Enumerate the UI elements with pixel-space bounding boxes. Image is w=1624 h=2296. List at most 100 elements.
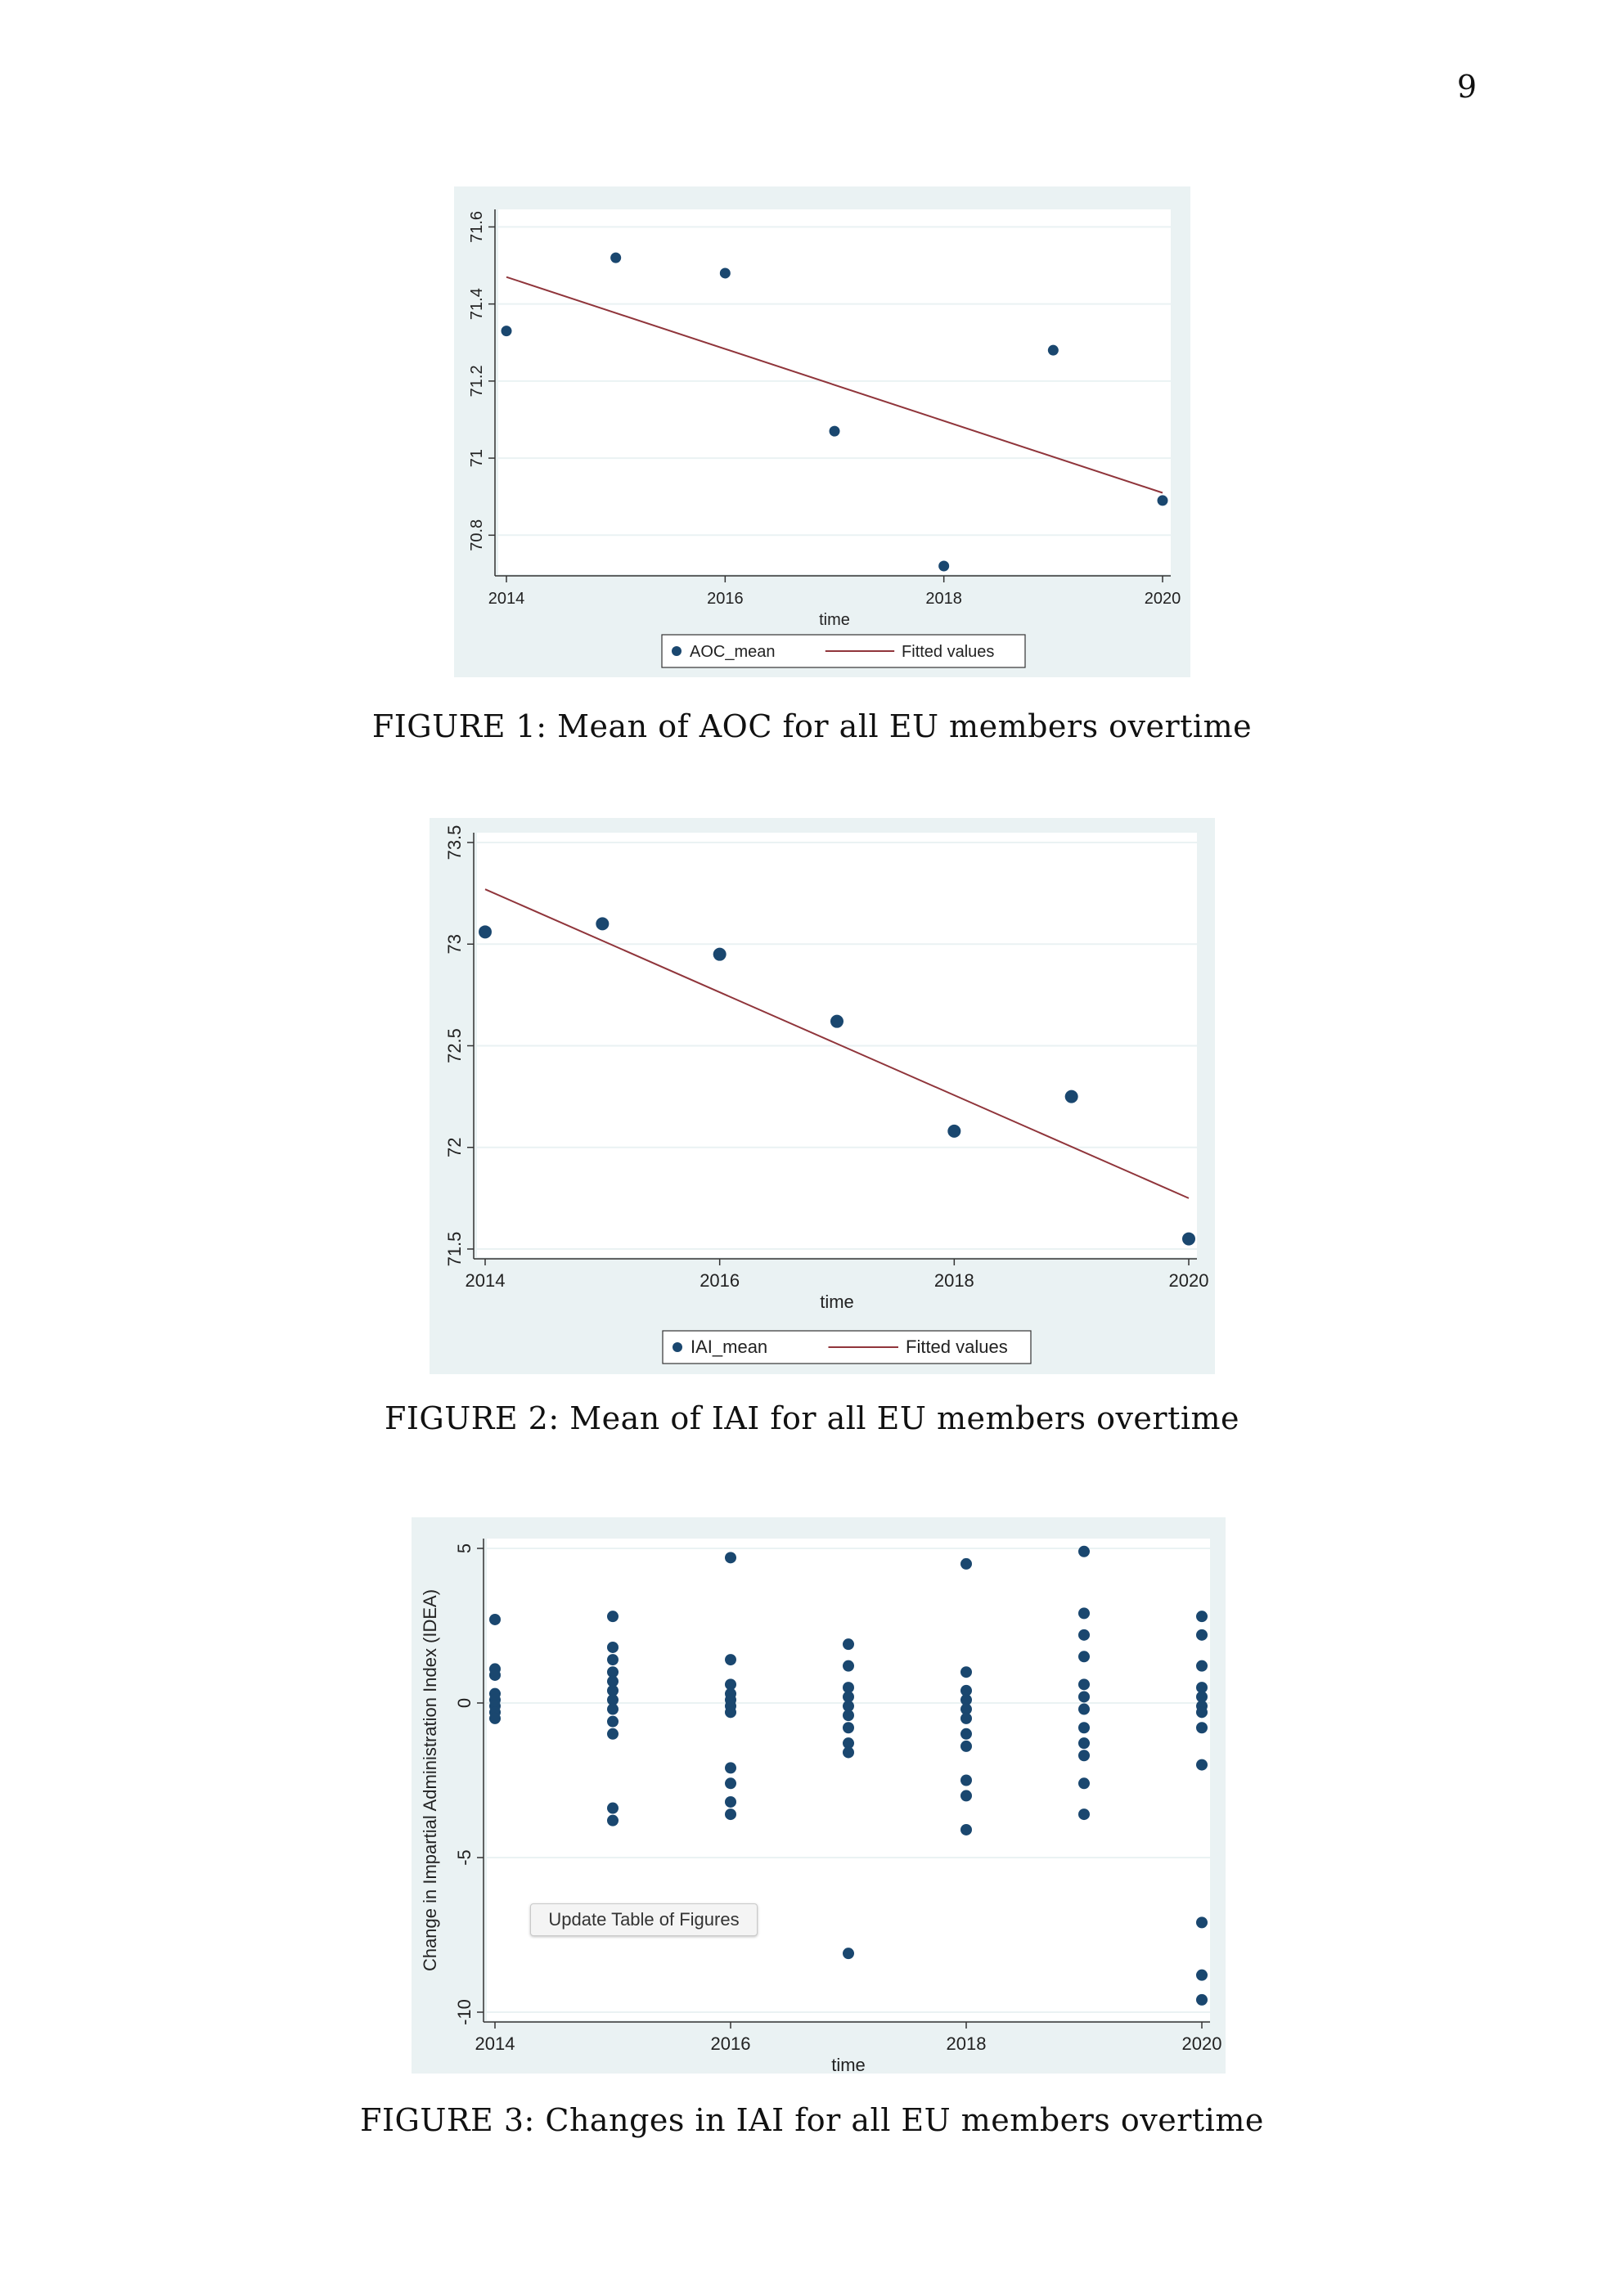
fitted-line xyxy=(506,276,1163,494)
legend-label: AOC_mean xyxy=(690,643,776,661)
data-point xyxy=(1064,1090,1078,1103)
legend-marker xyxy=(673,1342,682,1352)
data-point xyxy=(960,1684,972,1696)
data-point xyxy=(960,1823,972,1835)
y-tick-label: 72.5 xyxy=(444,1028,465,1063)
page-number: 9 xyxy=(1456,69,1477,105)
iai-mean-scatter: 71.5 72 72.5 73 73.5 2014 2016 2018 2020 time IAI_… xyxy=(430,818,1215,1374)
data-point xyxy=(1078,1808,1090,1821)
data-point xyxy=(719,267,731,279)
data-point xyxy=(1196,1706,1208,1719)
data-point xyxy=(843,1700,854,1712)
data-point xyxy=(1078,1750,1090,1762)
data-point xyxy=(725,1808,736,1821)
y-tick-label: 70.8 xyxy=(468,519,486,551)
data-point xyxy=(607,1654,619,1666)
data-point xyxy=(607,1814,619,1826)
y-axis-title: Change in Impartial Administration Index… xyxy=(420,1589,440,1971)
plot-region xyxy=(498,209,1171,574)
data-point xyxy=(713,947,727,961)
data-point xyxy=(610,252,622,263)
data-point xyxy=(843,1710,854,1722)
data-point xyxy=(607,1728,619,1740)
data-point xyxy=(607,1715,619,1728)
update-table-of-figures-button[interactable]: Update Table of Figures xyxy=(530,1903,758,1936)
data-point xyxy=(479,925,492,939)
x-axis-title: time xyxy=(820,1292,854,1312)
x-tick-label: 2014 xyxy=(475,2033,515,2054)
data-point xyxy=(1078,1629,1090,1641)
data-point xyxy=(947,1124,961,1138)
x-tick-label: 2020 xyxy=(1182,2033,1222,2054)
x-tick-label: 2018 xyxy=(947,2033,987,2054)
data-point xyxy=(843,1638,854,1651)
data-point xyxy=(725,1552,736,1564)
data-point xyxy=(725,1762,736,1774)
data-point xyxy=(607,1802,619,1814)
data-point xyxy=(1196,1691,1208,1703)
data-point xyxy=(607,1694,619,1706)
data-point xyxy=(1078,1722,1090,1734)
data-point xyxy=(607,1611,619,1623)
data-point xyxy=(1196,1722,1208,1734)
data-point xyxy=(596,917,610,931)
data-point xyxy=(960,1666,972,1678)
x-tick-label: 2016 xyxy=(711,2033,751,2054)
data-point xyxy=(960,1694,972,1706)
y-tick-label: 71.5 xyxy=(444,1232,465,1267)
data-point xyxy=(829,425,840,437)
data-point xyxy=(489,1669,501,1681)
data-point xyxy=(607,1703,619,1715)
data-point xyxy=(1196,1611,1208,1623)
data-point xyxy=(843,1746,854,1759)
y-tick-label: 71.2 xyxy=(468,365,486,397)
data-point xyxy=(960,1728,972,1740)
y-tick-label: 73 xyxy=(444,934,465,954)
data-point xyxy=(1047,344,1059,356)
x-axis-title: time xyxy=(831,2055,866,2074)
data-point xyxy=(1196,1916,1208,1929)
data-point xyxy=(489,1712,501,1724)
data-point xyxy=(1196,1660,1208,1672)
data-point xyxy=(1196,1629,1208,1641)
data-point xyxy=(607,1675,619,1687)
data-point xyxy=(830,1014,843,1028)
data-point xyxy=(1078,1651,1090,1663)
data-point xyxy=(607,1666,619,1678)
x-tick-label: 2020 xyxy=(1145,590,1181,608)
fitted-line xyxy=(484,888,1190,1199)
x-tick-label: 2014 xyxy=(466,1270,506,1291)
legend-label: IAI_mean xyxy=(691,1337,767,1357)
data-point xyxy=(843,1691,854,1703)
legend-label: Fitted values xyxy=(906,1337,1008,1357)
x-tick-label: 2016 xyxy=(700,1270,740,1291)
data-point xyxy=(938,560,950,572)
figure-3-caption: FIGURE 3: Changes in IAI for all EU memb… xyxy=(360,2102,1264,2138)
x-tick-label: 2014 xyxy=(488,590,525,608)
y-tick-label: 72 xyxy=(444,1138,465,1157)
x-tick-label: 2018 xyxy=(925,590,962,608)
iai-change-scatter: -10 -5 0 5 2014 2016 2018 2020 time Change in Imp… xyxy=(412,1517,1226,2074)
legend-marker xyxy=(672,646,682,656)
y-tick-label: 71 xyxy=(468,449,486,467)
legend-label: Fitted values xyxy=(902,643,994,661)
data-point xyxy=(960,1774,972,1786)
y-tick-label: -5 xyxy=(454,1849,475,1866)
data-point xyxy=(1196,1682,1208,1694)
data-point xyxy=(1078,1678,1090,1691)
data-point xyxy=(725,1795,736,1808)
data-point xyxy=(843,1722,854,1734)
y-tick-label: 73.5 xyxy=(444,825,465,860)
data-point xyxy=(725,1777,736,1790)
data-point xyxy=(725,1654,736,1666)
x-tick-label: 2016 xyxy=(707,590,744,608)
data-point xyxy=(1182,1232,1195,1246)
figure-3-chart: -10 -5 0 5 2014 2016 2018 2020 time Change in Imp… xyxy=(412,1517,1226,2074)
data-point xyxy=(1078,1777,1090,1790)
data-point xyxy=(1078,1607,1090,1620)
x-axis-title: time xyxy=(819,611,850,629)
figure-1-caption: FIGURE 1: Mean of AOC for all EU members… xyxy=(371,708,1253,744)
data-point xyxy=(960,1703,972,1715)
data-point xyxy=(1078,1691,1090,1703)
data-point xyxy=(501,326,512,337)
